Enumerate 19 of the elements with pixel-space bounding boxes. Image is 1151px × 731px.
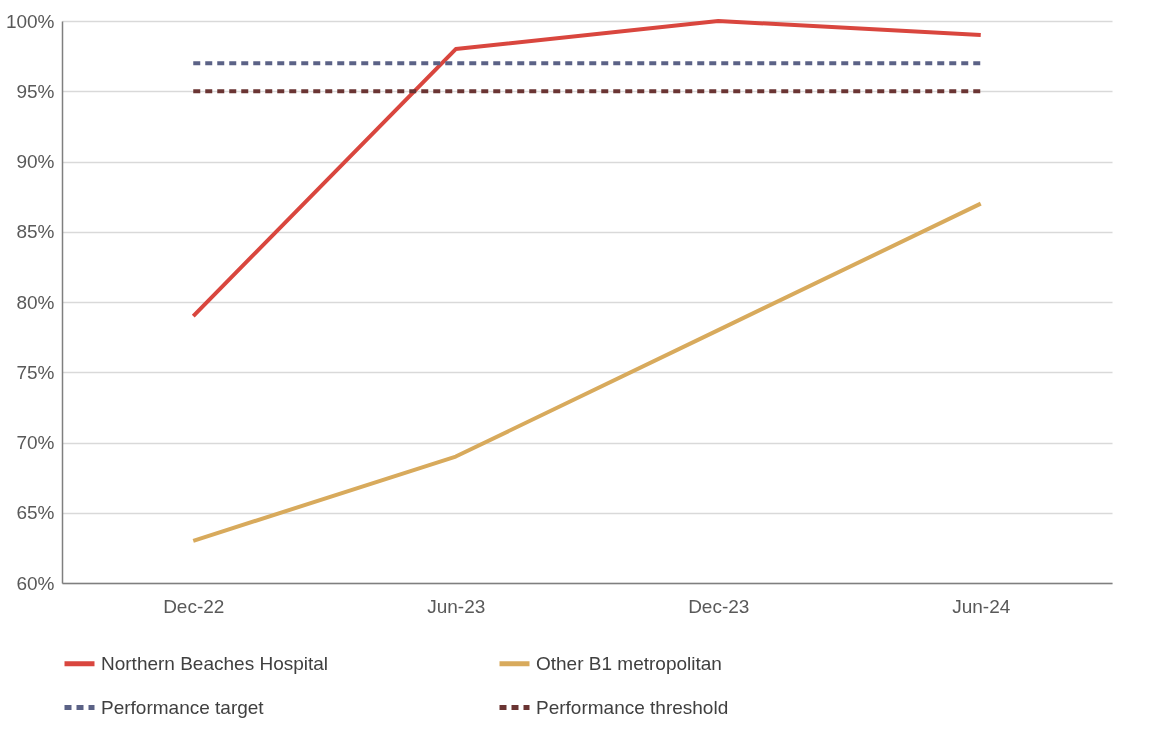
line-series (191, 201, 983, 543)
x-tick-label: Jun-24 (952, 595, 1011, 617)
legend-label: Performance target (101, 696, 265, 718)
y-tick-label: 80% (16, 291, 55, 313)
y-tick-label: 100% (5, 10, 55, 32)
y-tick-label: 95% (16, 80, 55, 102)
y-tick-label: 75% (16, 361, 55, 383)
legend-label: Performance threshold (536, 696, 729, 718)
x-tick-label: Dec-23 (688, 595, 750, 617)
y-tick-label: 70% (16, 432, 55, 453)
line-series (191, 19, 983, 319)
legend-label: Northern Beaches Hospital (101, 652, 329, 674)
x-tick-label: Dec-22 (163, 595, 225, 617)
y-tick-label: 60% (16, 572, 55, 594)
legend-label: Other B1 metropolitan (536, 652, 722, 674)
y-tick-label: 85% (16, 221, 55, 243)
y-tick-label: 65% (16, 502, 55, 524)
y-tick-label: 90% (16, 151, 55, 172)
x-tick-label: Jun-23 (427, 595, 486, 617)
